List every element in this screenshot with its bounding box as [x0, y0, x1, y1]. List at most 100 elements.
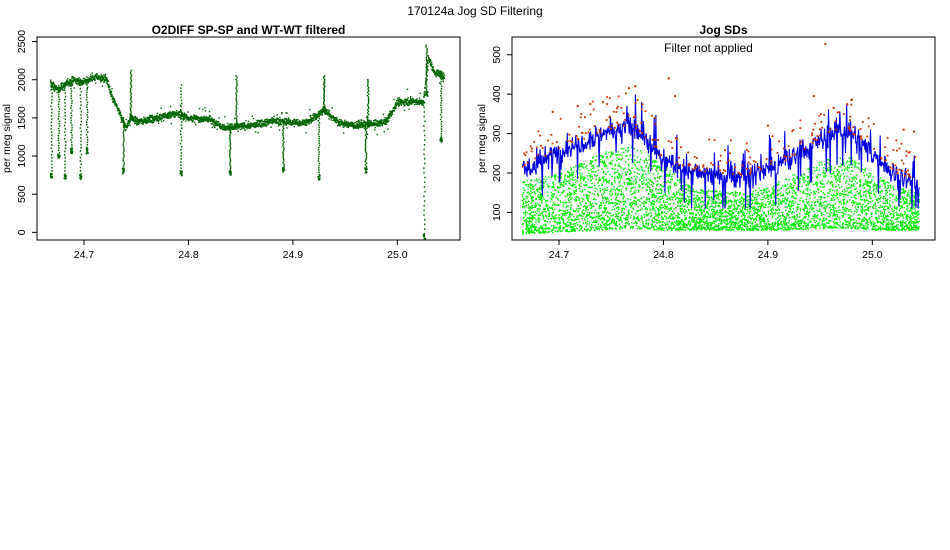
o2diff-point	[195, 117, 198, 119]
jog-sd-point	[710, 203, 713, 205]
jog-sd-point	[725, 201, 727, 204]
o2diff-point	[102, 74, 105, 76]
y-tick-label: 100	[491, 203, 503, 221]
jog-sd-point	[851, 166, 853, 169]
o2diff-point	[229, 149, 231, 152]
jog-sd-point	[747, 216, 749, 219]
o2diff-point	[372, 123, 375, 125]
jog-sd-point	[784, 216, 786, 219]
jog-sd-point	[907, 229, 910, 231]
jog-sd-point	[712, 208, 714, 211]
o2diff-point	[50, 81, 52, 84]
jog-sd-point	[694, 223, 696, 226]
o2diff-point	[295, 119, 298, 121]
jog-sd-point	[558, 180, 560, 183]
o2diff-point	[70, 97, 72, 100]
o2diff-point	[323, 109, 326, 111]
o2diff-point	[86, 136, 89, 139]
o2diff-point	[287, 123, 289, 125]
o2diff-point	[443, 74, 446, 76]
o2diff-point	[272, 118, 274, 121]
jog-sd-point	[574, 225, 576, 227]
jog-sd-point	[632, 227, 634, 229]
jog-sd-point	[816, 175, 818, 178]
o2diff-point	[408, 102, 411, 104]
o2diff-point	[305, 120, 308, 122]
o2diff-point	[208, 114, 211, 117]
jog-sd-point	[887, 205, 889, 208]
jog-sd-point	[617, 165, 619, 167]
o2diff-point	[165, 114, 167, 116]
o2diff-point	[417, 100, 419, 102]
jog-sd-point	[794, 198, 797, 200]
o2diff-point	[428, 58, 430, 60]
o2diff-point	[67, 78, 69, 80]
o2diff-point	[251, 124, 253, 127]
jog-sd-point	[777, 198, 780, 200]
o2diff-point	[419, 102, 421, 105]
jog-sd-point	[687, 189, 689, 192]
o2diff-point	[323, 110, 326, 113]
o2diff-point	[186, 115, 188, 117]
o2diff-point	[425, 79, 427, 81]
x-tick-label: 24.9	[283, 249, 304, 261]
o2diff-point	[337, 119, 339, 122]
o2diff-point	[164, 112, 166, 114]
o2diff-point	[123, 167, 125, 170]
o2diff-point	[389, 110, 391, 113]
o2diff-point	[395, 104, 398, 106]
jog-sd-point	[912, 201, 914, 203]
jog-sd-point	[714, 220, 716, 223]
o2diff-point	[367, 107, 370, 109]
jog-sd-point	[669, 181, 672, 183]
o2diff-point	[129, 115, 132, 118]
o2diff-point	[166, 114, 169, 116]
jog-sd-point	[672, 218, 674, 220]
o2diff-point	[180, 133, 182, 136]
o2diff-point	[210, 120, 212, 123]
o2diff-spike	[322, 75, 326, 113]
jog-sd-point	[538, 194, 540, 196]
o2diff-point	[57, 156, 60, 158]
o2diff-point	[63, 174, 66, 176]
jog-sd-point	[843, 193, 845, 196]
o2diff-point	[339, 124, 342, 126]
jog-sd-point	[641, 181, 643, 183]
jog-sd-point	[585, 166, 587, 168]
jog-sd-point	[674, 185, 676, 187]
jog-sd-point	[696, 199, 698, 201]
jog-sd-point	[783, 201, 785, 203]
o2diff-point	[408, 108, 410, 111]
jog-sd-point	[816, 210, 819, 212]
o2diff-point	[127, 125, 129, 127]
jog-sd-point	[914, 218, 916, 220]
o2diff-point	[61, 85, 63, 87]
o2diff-point	[64, 131, 66, 133]
o2diff-point	[58, 130, 60, 132]
jog-sd-point	[695, 220, 697, 223]
o2diff-point	[320, 109, 322, 111]
o2diff-point	[439, 138, 442, 140]
o2diff-point	[231, 127, 234, 129]
jog-sd-point	[905, 229, 907, 231]
o2diff-point	[50, 102, 53, 104]
o2diff-point	[289, 119, 292, 121]
jog-sd-point	[786, 212, 788, 215]
o2diff-point	[234, 128, 236, 131]
jog-sd-point	[794, 193, 796, 195]
o2diff-point	[282, 168, 284, 171]
jog-sd-point	[867, 192, 870, 194]
o2diff-point	[440, 137, 443, 140]
o2diff-point	[86, 141, 89, 144]
jog-sd-point	[854, 196, 856, 199]
jog-sd-point	[885, 205, 887, 207]
jog-sd-point	[762, 210, 764, 213]
y-tick-label: 2000	[16, 68, 28, 92]
o2diff-point	[126, 127, 129, 129]
o2diff-point	[58, 101, 60, 103]
o2diff-point	[145, 117, 147, 119]
jog-sd-point	[621, 209, 623, 212]
o2diff-point	[50, 176, 52, 178]
jog-sd-point	[665, 218, 667, 220]
jog-sd-point	[547, 186, 550, 188]
